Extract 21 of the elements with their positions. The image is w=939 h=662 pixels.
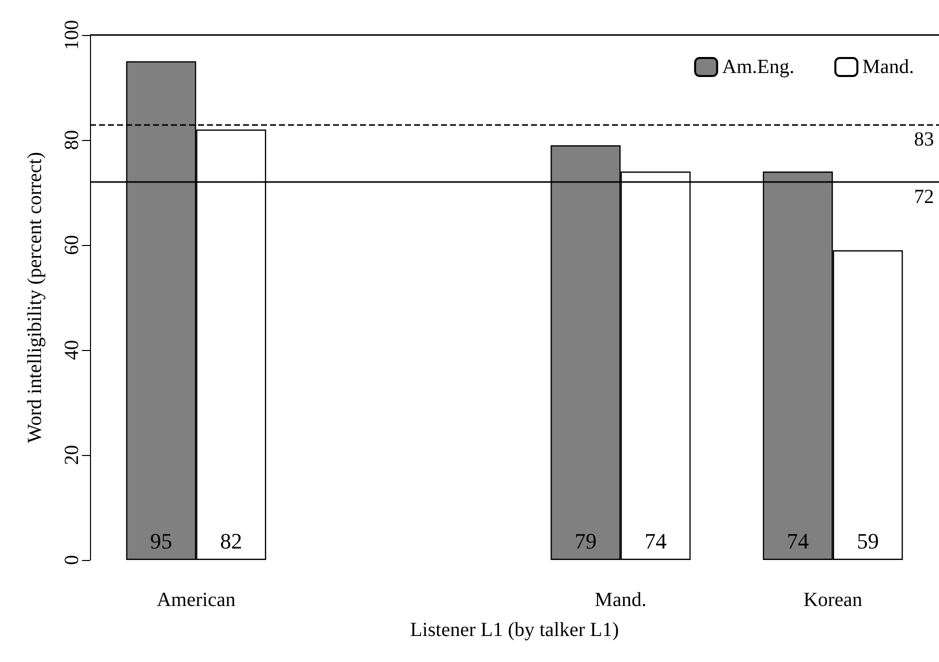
y-tick-label: 20 xyxy=(61,445,83,465)
ref-line-label: 83 xyxy=(914,128,934,150)
x-tick-label: American xyxy=(156,589,236,611)
legend-label: Mand. xyxy=(862,56,914,78)
y-tick-label: 40 xyxy=(61,340,83,360)
x-tick-label: Korean xyxy=(803,589,862,611)
ref-line-label: 72 xyxy=(914,186,934,208)
y-axis-title: Word intelligibility (percent correct) xyxy=(24,152,46,444)
x-axis-title: Listener L1 (by talker L1) xyxy=(410,619,619,641)
y-tick-label: 100 xyxy=(61,20,83,50)
y-tick-label: 80 xyxy=(61,130,83,150)
y-tick-label: 60 xyxy=(61,235,83,255)
y-tick-label: 0 xyxy=(61,555,83,565)
data-label: 82 xyxy=(220,528,242,554)
data-label: 95 xyxy=(150,528,172,554)
data-label: 59 xyxy=(856,528,879,554)
legend-label: Am.Eng. xyxy=(722,56,794,78)
data-label: 74 xyxy=(644,528,667,554)
data-label: 79 xyxy=(574,528,597,554)
x-tick-label: Mand. xyxy=(594,589,646,611)
data-label: 74 xyxy=(786,528,809,554)
